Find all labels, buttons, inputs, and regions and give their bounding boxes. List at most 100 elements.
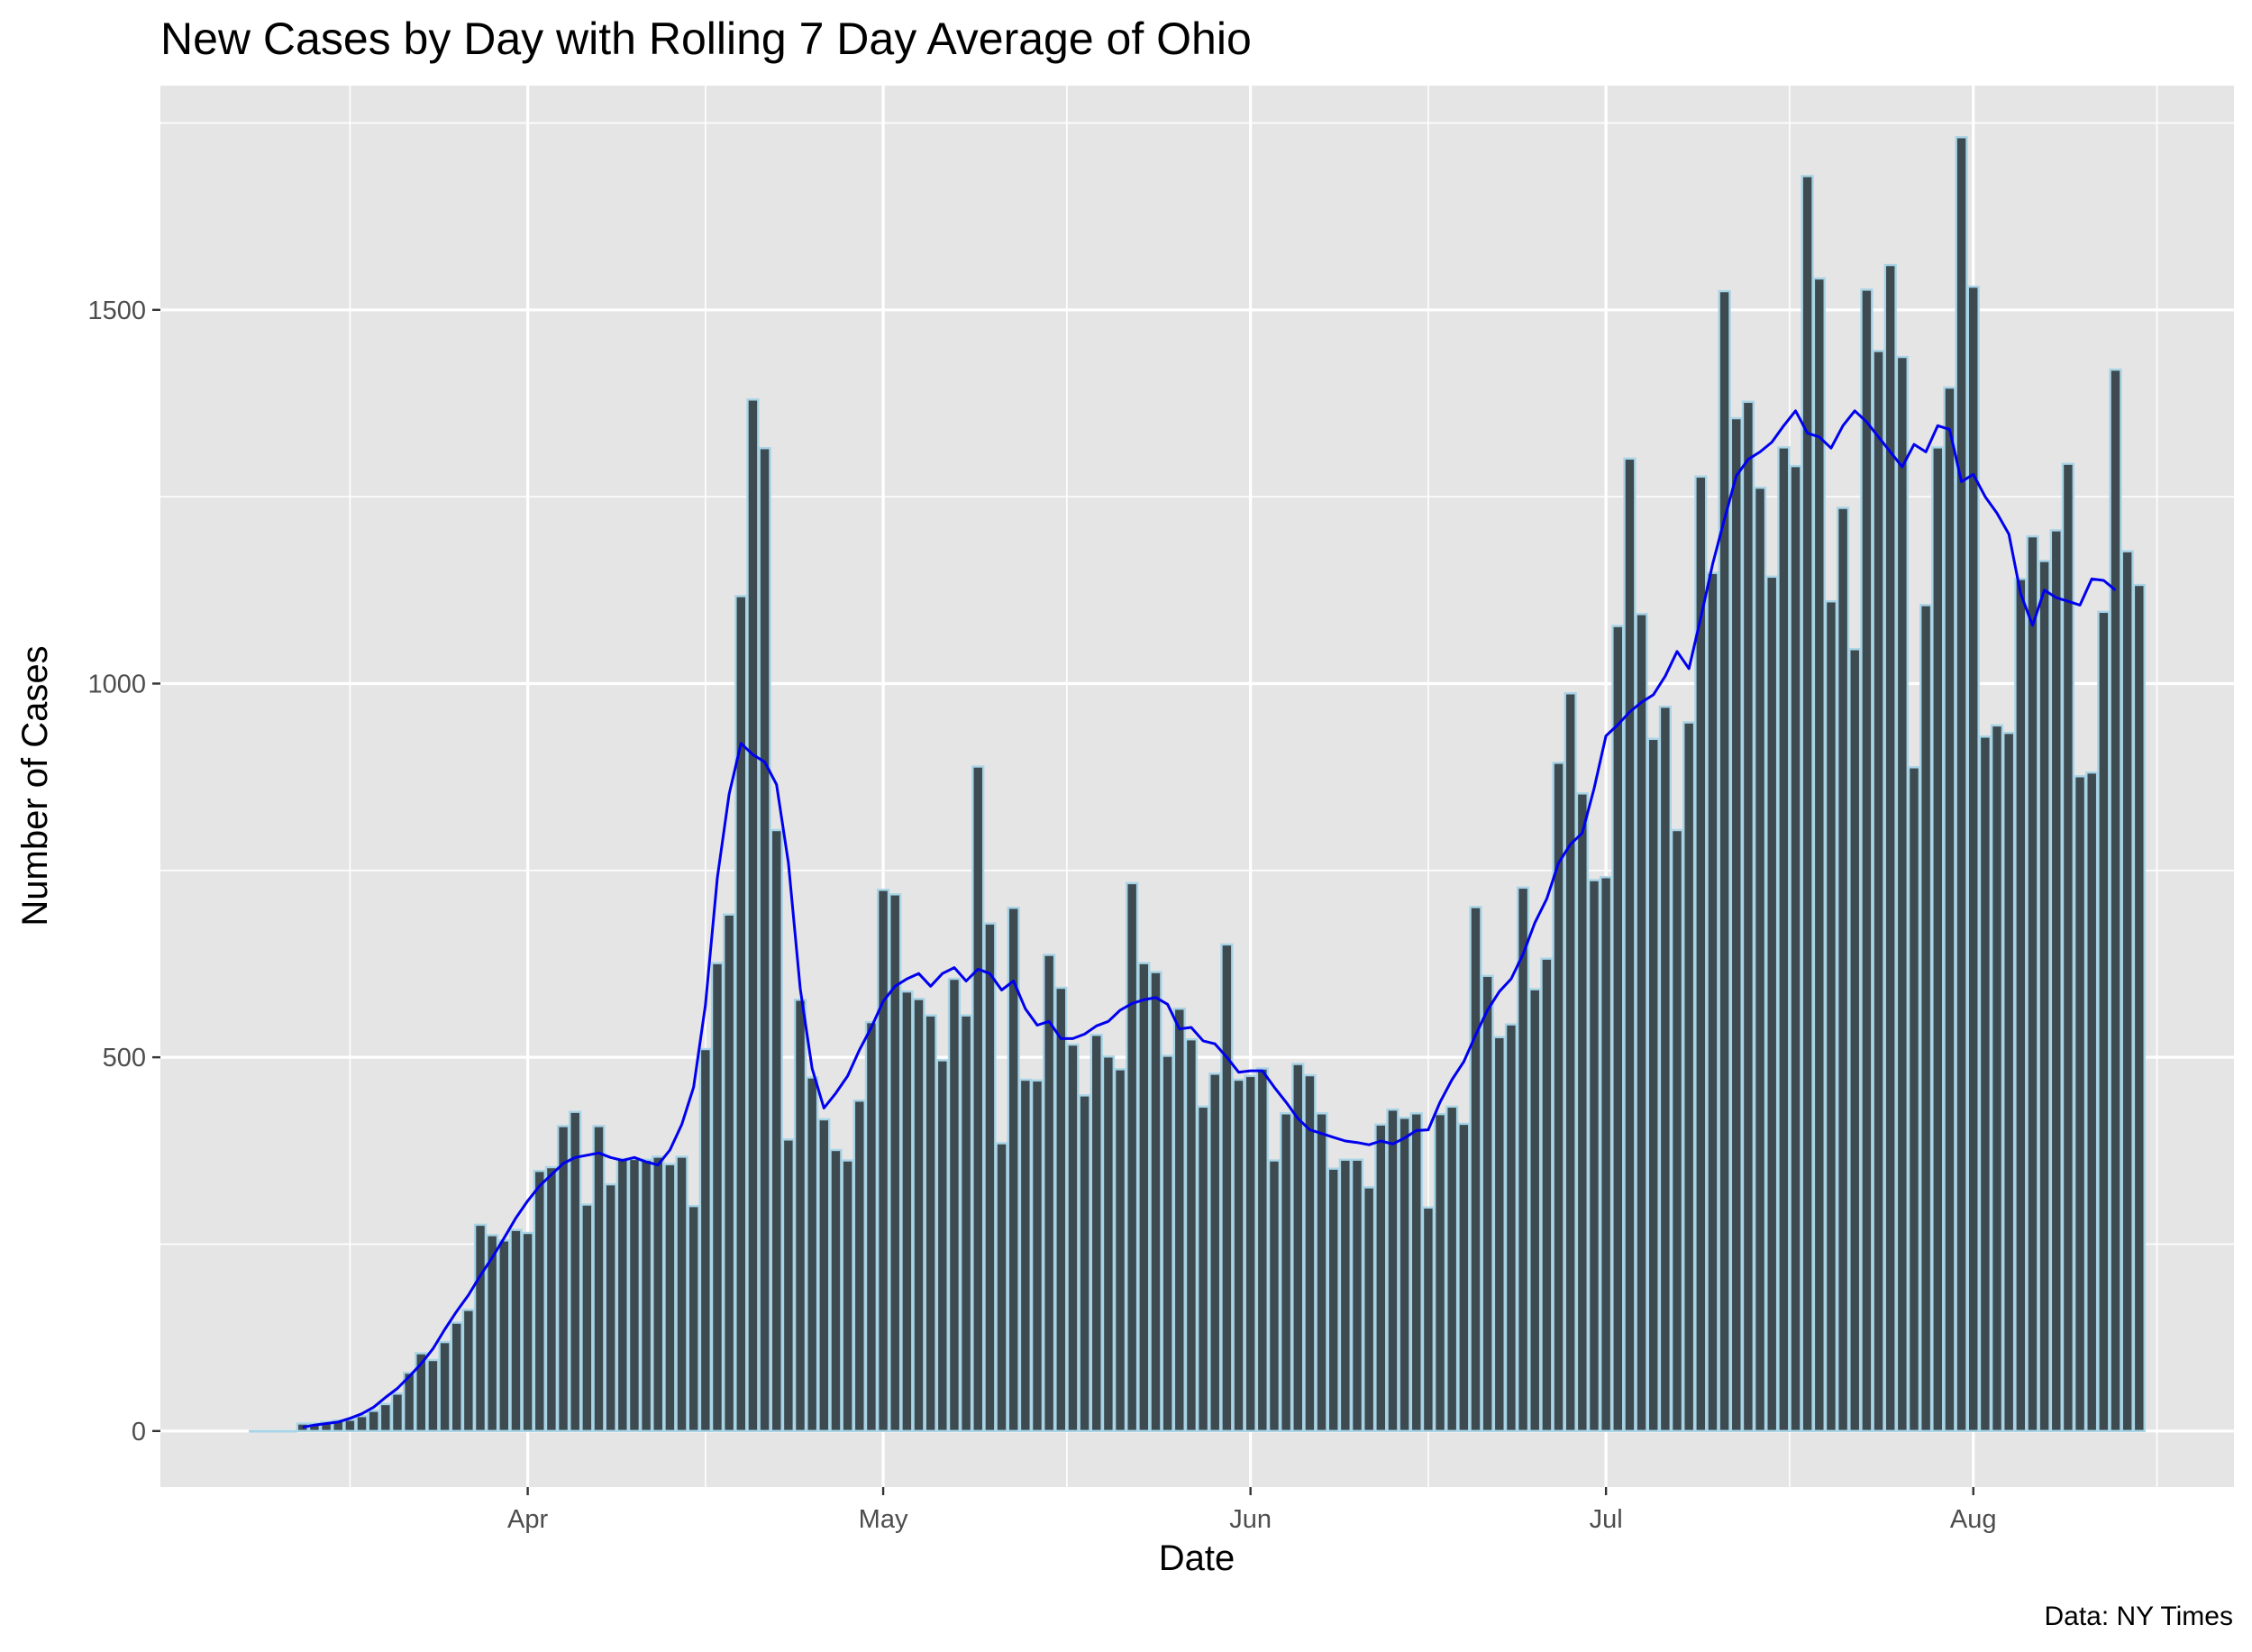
bar: [1196, 1105, 1210, 1433]
bar: [1504, 1023, 1518, 1433]
bar: [1315, 1112, 1328, 1433]
bar: [1007, 907, 1020, 1432]
bar: [627, 1157, 642, 1432]
chart-title: New Cases by Day with Rolling 7 Day Aver…: [160, 14, 1252, 64]
y-tick-label: 1000: [87, 670, 146, 698]
bar: [2014, 578, 2028, 1432]
bar: [592, 1125, 606, 1433]
bar: [734, 595, 748, 1433]
x-tick-label: May: [859, 1505, 908, 1534]
bar: [1338, 1158, 1352, 1432]
bar: [1658, 705, 1672, 1433]
bar: [889, 893, 902, 1432]
bar: [604, 1182, 617, 1432]
bar: [1137, 962, 1151, 1432]
bar: [2002, 732, 2016, 1432]
bar: [438, 1340, 451, 1433]
bar: [1232, 1078, 1245, 1432]
bar: [461, 1309, 475, 1433]
bar: [1244, 1074, 1257, 1433]
bar: [1812, 277, 1826, 1433]
bar: [1753, 486, 1767, 1432]
bar: [770, 828, 783, 1432]
bar: [983, 922, 997, 1432]
bar: [1492, 1036, 1506, 1432]
bar: [1883, 263, 1897, 1433]
bar: [817, 1118, 831, 1433]
bar: [793, 999, 807, 1432]
bar: [1600, 876, 1613, 1432]
bar: [1066, 1043, 1080, 1432]
bar: [426, 1358, 440, 1432]
bar: [723, 913, 736, 1432]
bar: [1184, 1038, 1199, 1433]
bar: [1741, 400, 1755, 1432]
bar: [1931, 446, 1945, 1433]
bar: [1018, 1078, 1032, 1432]
bar: [343, 1419, 357, 1432]
rolling-average-line: [302, 409, 2117, 1429]
bar: [1030, 1079, 1044, 1432]
bar: [1978, 735, 1992, 1432]
bar: [580, 1203, 594, 1432]
bar: [781, 1138, 795, 1432]
bar: [1172, 1008, 1186, 1433]
bar: [1943, 386, 1956, 1433]
bar: [852, 1100, 866, 1432]
bar: [1445, 1105, 1459, 1433]
bar: [1433, 1112, 1447, 1433]
bar: [710, 962, 725, 1432]
bar: [2049, 529, 2063, 1432]
bar: [1113, 1068, 1127, 1433]
bar: [652, 1155, 665, 1433]
y-axis: 0 500 1000 1500: [87, 297, 160, 1447]
bar: [497, 1239, 511, 1432]
bar: [1457, 1122, 1471, 1432]
bar: [319, 1420, 333, 1433]
bar: [533, 1169, 546, 1433]
bar: [1374, 1123, 1388, 1432]
bar: [521, 1231, 534, 1432]
bar: [2120, 550, 2134, 1432]
bar: [1126, 881, 1139, 1432]
x-tick-label: Jul: [1590, 1505, 1623, 1534]
bar: [1255, 1067, 1269, 1433]
bar: [1564, 692, 1577, 1432]
bar: [556, 1125, 570, 1433]
bar: [900, 990, 914, 1432]
bar: [1872, 350, 1885, 1433]
bar: [569, 1110, 582, 1433]
bar: [1208, 1072, 1222, 1432]
bar: [1611, 625, 1625, 1432]
bar: [378, 1402, 392, 1432]
bar: [1267, 1159, 1281, 1432]
bar: [1161, 1054, 1174, 1432]
bar: [1990, 724, 2004, 1433]
bar: [806, 1076, 819, 1433]
bar: [2073, 775, 2087, 1432]
bar: [1386, 1108, 1400, 1432]
bar: [509, 1228, 523, 1433]
y-tick-label: 0: [132, 1418, 146, 1447]
bar: [2097, 610, 2111, 1432]
bar: [1303, 1073, 1317, 1433]
bar: [829, 1148, 843, 1433]
bar: [1789, 464, 1802, 1432]
x-tick-label: Aug: [1950, 1505, 1997, 1534]
bar: [663, 1163, 677, 1433]
bar: [1350, 1158, 1364, 1432]
bar: [450, 1321, 463, 1432]
bar: [1101, 1055, 1116, 1432]
bar: [1801, 175, 1814, 1433]
bar: [1635, 613, 1648, 1432]
bar: [284, 1429, 297, 1433]
bar: [758, 447, 771, 1433]
bar: [1848, 648, 1862, 1432]
bar: [1824, 600, 1838, 1432]
bar: [1552, 762, 1565, 1432]
bar: [1907, 766, 1921, 1432]
bar: [1421, 1206, 1436, 1433]
bar: [1575, 792, 1589, 1432]
bar: [1398, 1117, 1411, 1432]
bar: [1955, 136, 1968, 1433]
